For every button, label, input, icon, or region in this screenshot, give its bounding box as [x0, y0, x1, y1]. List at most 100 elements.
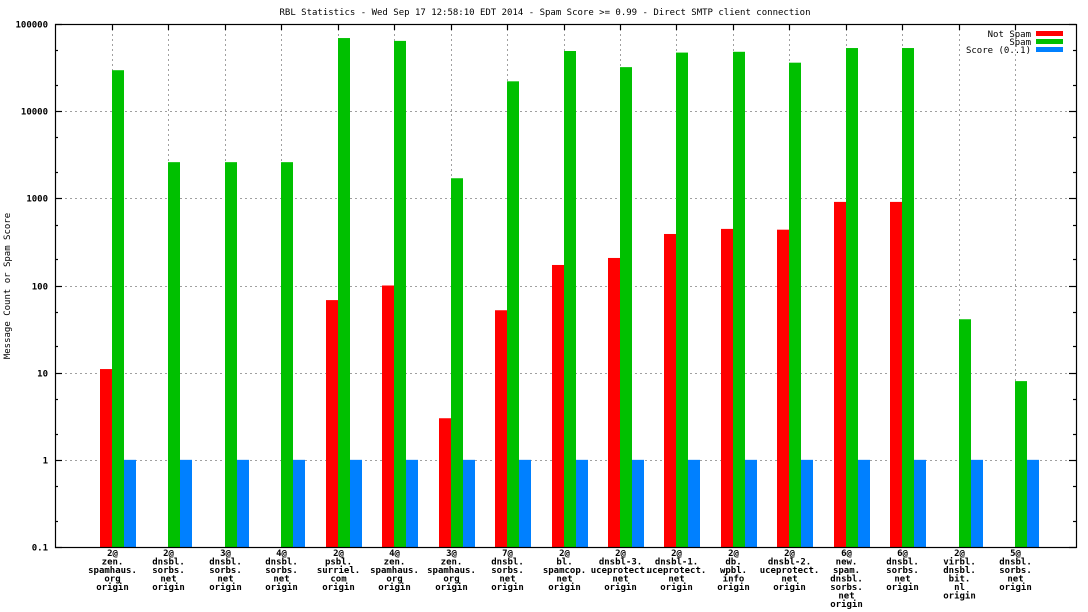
x-tick-label-line: origin [96, 582, 129, 593]
x-tick-label-line: com [330, 575, 347, 585]
x-tick-label-line: org [386, 575, 402, 585]
bar-not-spam [326, 300, 338, 547]
x-tick-label-line: net [556, 575, 572, 585]
x-tick-label-line: net [668, 575, 684, 585]
bar-score-0-1 [801, 459, 813, 547]
x-tick-label-line: virbl. [943, 557, 976, 568]
x-tick-label-line: net [160, 575, 176, 585]
x-tick-label-line: origin [209, 582, 242, 593]
x-tick-label-line: zen. [384, 558, 406, 568]
x-tick-label: 4@ dnsbl. sorbs. net origin [265, 549, 298, 593]
bar-score-0-1 [1027, 459, 1039, 547]
x-tick-label: 2@ zen. spamhaus. org origin [88, 549, 137, 593]
y-tick-label: 0.1 [32, 544, 48, 554]
x-tick-label-line: origin [660, 582, 693, 593]
x-tick-label-line: uceprotect. [647, 566, 707, 576]
x-tick-label-line: origin [717, 582, 750, 593]
bars [100, 38, 1039, 548]
x-tick-label-line: origin [378, 582, 411, 593]
x-tick-label-line: net [1007, 575, 1023, 585]
x-tick-label: 2@ dnsbl-3. uceprotect. net origin [591, 549, 651, 593]
x-tick-label-line: nl [954, 583, 965, 593]
x-tick-label-line: 2@ [615, 549, 626, 559]
x-tick-label-line: 2@ [333, 549, 344, 559]
bar-not-spam [439, 418, 451, 547]
bar-score-0-1 [745, 459, 757, 547]
x-tick-label-line: zen. [102, 558, 124, 568]
x-tick-label: 6@ new. spam. dnsbl. sorbs. net origin [830, 549, 863, 610]
bar-not-spam [777, 229, 789, 547]
bar-not-spam [664, 233, 676, 547]
y-tick-label: 100 [32, 283, 48, 293]
x-tick-label-line: 5@ [1010, 549, 1021, 559]
x-tick-label-line: sorbs. [265, 566, 298, 576]
x-tick-label-line: dnsbl-1. [655, 558, 698, 568]
x-tick-label-line: 2@ [954, 549, 965, 559]
x-tick-label-line: net [781, 575, 797, 585]
x-tick-label-line: 2@ [163, 549, 174, 559]
x-tick-label-line: origin [886, 582, 919, 593]
y-axis-label: Message Count or Spam Score [3, 213, 13, 359]
x-tick-label-line: new. [836, 558, 858, 568]
bar-spam [959, 319, 971, 547]
bar-score-0-1 [519, 459, 531, 547]
legend-label: Score (0..1) [966, 46, 1031, 56]
y-tick-label: 100000 [15, 21, 48, 31]
bar-not-spam [382, 285, 394, 547]
x-tick-label-line: spamcop. [543, 566, 586, 576]
bar-spam [394, 40, 406, 547]
x-tick-label-line: 2@ [728, 549, 739, 559]
x-tick-label: 3@ zen. spamhaus. org origin [427, 549, 476, 593]
x-tick-label-line: 3@ [446, 549, 457, 559]
x-tick-label-line: wpbl. [720, 566, 747, 576]
x-tick-label-line: origin [152, 582, 185, 593]
x-tick-label-line: origin [265, 582, 298, 593]
y-tick-label: 10 [37, 370, 48, 380]
bar-not-spam [834, 201, 846, 547]
x-tick-label-line: dnsbl. [209, 558, 242, 568]
x-tick-label-line: origin [604, 582, 637, 593]
x-tick-label-line: uceprotect. [591, 566, 651, 576]
x-tick-label-line: 3@ [220, 549, 231, 559]
y-tick-label: 1000 [26, 195, 48, 205]
x-tick-label-line: origin [773, 582, 806, 593]
bar-spam [846, 48, 858, 547]
x-tick-label-line: info [723, 574, 745, 585]
x-tick-label-line: origin [830, 599, 863, 610]
bar-score-0-1 [971, 459, 983, 547]
x-tick-label-line: dnsbl. [999, 558, 1032, 568]
x-tick-label-line: dnsbl-3. [599, 558, 642, 568]
x-tick-label-line: 6@ [841, 549, 852, 559]
x-tick-label: 2@ psbl. surriel. com origin [317, 549, 360, 593]
x-tick-label-line: net [217, 575, 233, 585]
x-tick-label-line: origin [322, 582, 355, 593]
x-tick-label-line: 4@ [276, 549, 287, 559]
x-tick-label-line: origin [491, 582, 524, 593]
y-axis-ticks: 0.1 1 10 100 1000 10000 100000 [15, 21, 48, 554]
y-tick-label: 10000 [21, 108, 48, 118]
x-tick-label-line: zen. [441, 558, 463, 568]
x-tick-label-line: dnsbl. [943, 566, 976, 576]
bar-score-0-1 [914, 459, 926, 547]
bar-spam [676, 52, 688, 547]
x-tick-label-line: bit. [949, 574, 971, 585]
x-tick-label: 2@ dnsbl-1. uceprotect. net origin [647, 549, 707, 593]
x-tick-label-line: surriel. [317, 565, 360, 576]
x-tick-label-line: dnsbl. [152, 558, 185, 568]
x-tick-label-line: net [838, 592, 854, 602]
bar-spam [168, 162, 180, 547]
bar-spam [564, 51, 576, 547]
x-tick-label-line: sorbs. [830, 583, 863, 593]
bar-not-spam [100, 369, 112, 547]
x-tick-label-line: dnsbl. [491, 558, 524, 568]
legend-swatch [1036, 47, 1063, 52]
x-tick-label-line: sorbs. [886, 566, 919, 576]
bar-score-0-1 [293, 459, 305, 547]
x-tick-label: 4@ zen. spamhaus. org origin [370, 549, 419, 593]
legend-label: Not Spam [988, 30, 1031, 40]
plot-frame [54, 23, 1078, 549]
x-tick-label-line: net [273, 575, 289, 585]
bar-spam [225, 162, 237, 547]
bar-spam [620, 67, 632, 547]
